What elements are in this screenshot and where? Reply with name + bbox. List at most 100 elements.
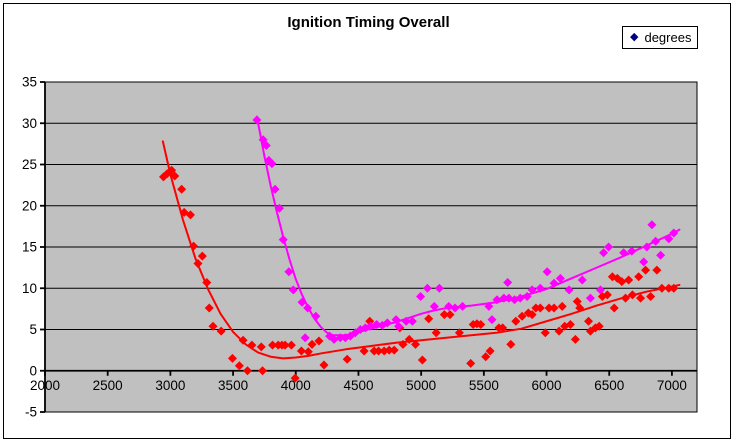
scatter-point-degrees-red	[535, 303, 545, 313]
scatter-point-degrees-magenta	[394, 321, 404, 331]
x-tick-label: 3000	[155, 378, 185, 393]
scatter-point-degrees-magenta	[329, 334, 339, 344]
scatter-point-degrees-red	[258, 366, 268, 376]
scatter-point-degrees-red	[431, 328, 441, 338]
scatter-point-degrees-red	[498, 323, 508, 333]
y-tick-label: -5	[25, 405, 37, 420]
scatter-point-degrees-red	[268, 340, 278, 350]
scatter-point-degrees-red	[602, 290, 612, 300]
scatter-point-degrees-red	[227, 353, 237, 363]
scatter-point-degrees-magenta	[487, 315, 497, 325]
scatter-point-degrees-red	[319, 360, 329, 370]
scatter-point-degrees-magenta	[434, 283, 444, 293]
y-tick-label: 10	[22, 281, 37, 296]
scatter-point-degrees-magenta	[503, 277, 513, 287]
legend[interactable]: ◆ degrees	[622, 26, 698, 49]
scatter-point-degrees-red	[646, 292, 656, 301]
scatter-point-degrees-magenta	[577, 275, 587, 285]
scatter-point-degrees-red	[384, 345, 394, 355]
scatter-point-degrees-magenta	[647, 220, 657, 230]
scatter-point-degrees-magenta	[422, 283, 432, 293]
scatter-point-degrees-red	[624, 275, 634, 285]
scatter-point-degrees-red	[554, 326, 564, 336]
x-tick-label: 6000	[532, 378, 562, 393]
scatter-point-degrees-magenta	[639, 257, 649, 267]
scatter-point-degrees-red	[170, 171, 180, 181]
scatter-point-degrees-red	[234, 361, 244, 371]
scatter-point-degrees-magenta	[656, 250, 666, 260]
x-tick-label: 2500	[93, 378, 123, 393]
scatter-point-degrees-magenta	[564, 285, 574, 295]
scatter-point-degrees-magenta	[585, 293, 595, 303]
scatter-point-degrees-red	[314, 336, 324, 346]
x-tick-label: 5000	[406, 378, 436, 393]
scatter-point-degrees-red	[445, 310, 455, 320]
scatter-point-degrees-red	[454, 328, 464, 338]
scatter-point-degrees-red	[527, 310, 537, 320]
scatter-point-degrees-red	[506, 339, 516, 349]
x-tick-label: 4500	[343, 378, 373, 393]
y-tick-label: 15	[22, 240, 37, 255]
scatter-point-degrees-red	[280, 340, 290, 350]
scatter-point-degrees-red	[540, 328, 550, 338]
scatter-point-degrees-red	[636, 293, 646, 303]
trendline-trend-magenta	[255, 115, 681, 337]
scatter-point-degrees-magenta	[542, 267, 552, 277]
scatter-point-degrees-red	[411, 339, 421, 349]
scatter-point-degrees-red	[481, 352, 491, 362]
scatter-point-degrees-red	[652, 265, 662, 275]
scatter-point-degrees-red	[256, 342, 266, 352]
scatter-point-degrees-red	[290, 373, 300, 383]
scatter-point-degrees-red	[617, 277, 627, 287]
x-tick-label: 2000	[30, 378, 60, 393]
scatter-point-degrees-red	[517, 311, 527, 321]
scatter-point-degrees-magenta	[267, 159, 277, 169]
scatter-point-degrees-magenta	[288, 285, 298, 295]
scatter-point-degrees-magenta	[599, 248, 609, 258]
trendline-trend-red	[161, 140, 681, 360]
scatter-point-degrees-magenta	[604, 242, 614, 252]
scatter-point-degrees-red	[424, 314, 434, 324]
chart-title: Ignition Timing Overall	[287, 14, 450, 31]
scatter-point-degrees-red	[238, 335, 248, 345]
scatter-point-degrees-magenta	[261, 141, 271, 151]
scatter-point-degrees-red	[204, 303, 214, 313]
scatter-point-degrees-red	[641, 265, 651, 275]
scatter-point-degrees-red	[557, 301, 567, 311]
y-tick-label: 25	[22, 157, 37, 172]
scatter-point-degrees-red	[485, 346, 495, 356]
scatter-point-degrees-red	[565, 320, 575, 330]
scatter-point-degrees-red	[177, 184, 187, 194]
scatter-point-degrees-red	[296, 346, 306, 356]
scatter-point-degrees-magenta	[407, 316, 417, 326]
scatter-point-degrees-red	[584, 316, 594, 326]
scatter-point-degrees-red	[342, 354, 352, 364]
x-tick-label: 5500	[469, 378, 499, 393]
scatter-point-degrees-red	[307, 339, 317, 349]
scatter-point-degrees-red	[374, 346, 384, 356]
diamond-icon: ◆	[630, 31, 639, 43]
scatter-point-degrees-red	[359, 346, 369, 356]
scatter-point-degrees-red	[216, 326, 226, 336]
scatter-point-degrees-red	[185, 210, 195, 220]
scatter-point-degrees-red	[303, 347, 313, 357]
y-tick-label: 0	[29, 363, 37, 378]
scatter-point-degrees-red	[549, 303, 559, 313]
scatter-point-degrees-red	[197, 251, 207, 261]
scatter-point-degrees-red	[594, 321, 604, 331]
y-tick-label: 35	[22, 75, 37, 90]
scatter-point-degrees-red	[242, 366, 252, 376]
scatter-point-degrees-red	[208, 321, 218, 331]
x-tick-label: 7000	[657, 378, 687, 393]
scatter-point-degrees-red	[466, 358, 476, 368]
y-tick-label: 30	[22, 116, 37, 131]
y-tick-label: 20	[22, 198, 37, 213]
legend-label: degrees	[644, 30, 692, 45]
scatter-point-degrees-red	[572, 296, 582, 306]
scatter-point-degrees-red	[511, 316, 521, 326]
x-tick-label: 3500	[218, 378, 248, 393]
scatter-point-degrees-red	[476, 320, 486, 330]
scatter-point-degrees-red	[286, 340, 296, 350]
